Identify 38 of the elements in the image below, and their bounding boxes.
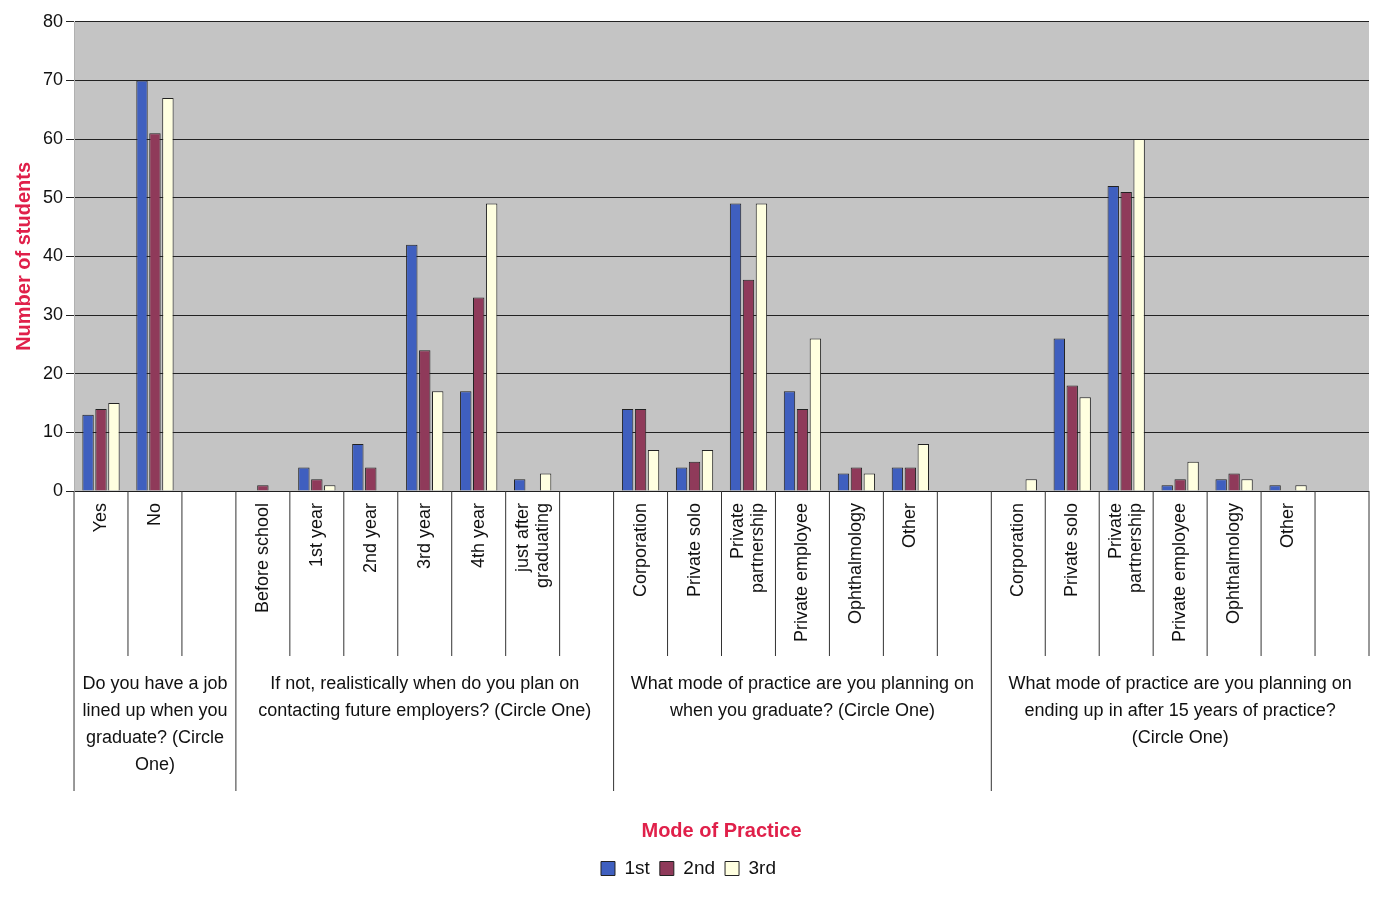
x-tick-label: Ophthalmology xyxy=(845,503,866,625)
x-tick-label: Private solo xyxy=(1061,503,1082,598)
x-tick-label: Corporation xyxy=(629,503,650,598)
legend-label: 2nd xyxy=(683,856,716,878)
legend-label: 1st xyxy=(624,856,651,878)
text: Mode of Practice xyxy=(641,818,802,841)
text: What mode of practice are you planning on when you graduate? (Circle One) xyxy=(630,672,975,720)
x-tick-label: Before school xyxy=(251,503,272,614)
x-tick-label: Private solo xyxy=(683,503,704,598)
y-axis-title: Number of students xyxy=(11,161,34,351)
x-tick-label: Ophthalmology xyxy=(1223,503,1244,625)
text: What mode of practice are you planning on ending up in after 15 years of practice? (Circle One) xyxy=(1008,672,1352,747)
x-tick-label: Private partnership xyxy=(1105,503,1146,594)
x-tick-label: Private partnership xyxy=(727,503,768,594)
x-tick-label: 3rd year xyxy=(413,503,434,570)
y-tick-label: 30 xyxy=(42,304,64,325)
x-tick-label: Private employee xyxy=(791,503,812,643)
x-tick-label: Yes xyxy=(89,503,110,533)
y-tick-label: 0 xyxy=(53,479,64,500)
y-tick-label: 10 xyxy=(42,421,64,442)
y-tick-label: 70 xyxy=(42,69,64,90)
y-tick-label: 40 xyxy=(42,245,64,266)
x-tick-label: Private employee xyxy=(1169,503,1190,643)
x-tick-label: 1st year xyxy=(305,503,326,568)
y-tick-label: 50 xyxy=(42,186,64,207)
y-tick-label: 80 xyxy=(42,10,64,31)
text: If not, realistically when do you plan on contacting future employers? (Circle One) xyxy=(258,672,592,720)
x-tick-label: Corporation xyxy=(1007,503,1028,598)
x-tick-label: Other xyxy=(1277,503,1298,549)
y-tick-label: 20 xyxy=(42,362,64,383)
x-tick-label: 4th year xyxy=(467,503,488,569)
x-tick-label: No xyxy=(143,503,164,527)
x-tick-label: just after graduating xyxy=(511,503,552,589)
y-tick-label: 60 xyxy=(42,128,64,149)
x-tick-label: 2nd year xyxy=(359,503,380,574)
legend-label: 3rd xyxy=(748,856,777,878)
x-tick-label: Other xyxy=(899,503,920,549)
text: Do you have a job lined up when you graduate? (Circle One) xyxy=(82,672,228,774)
